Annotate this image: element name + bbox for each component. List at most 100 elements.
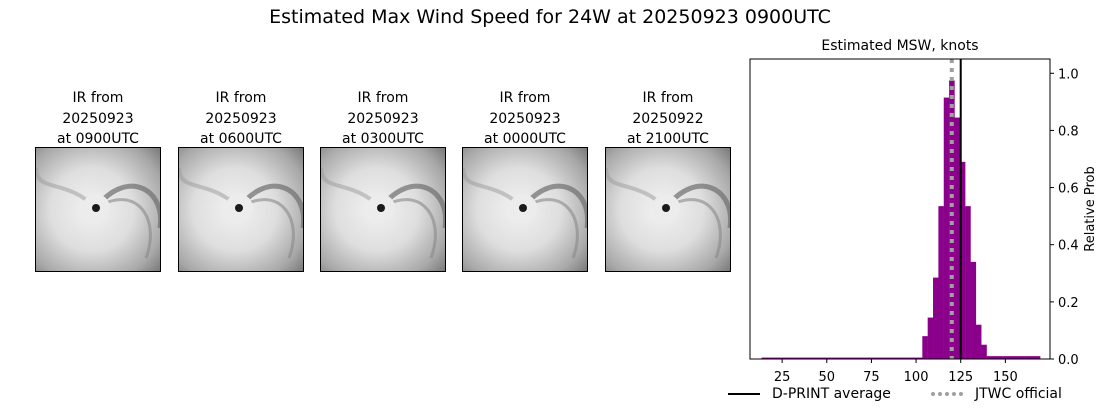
ir-panel-4: IR from 20250923 at 0000UTC xyxy=(462,88,588,272)
histogram-bar xyxy=(890,357,896,359)
y-tick-label: 0.0 xyxy=(1058,353,1079,368)
histogram-bar xyxy=(1029,356,1036,359)
histogram-bar xyxy=(1008,356,1014,359)
ir-caption-time: at 0300UTC xyxy=(342,131,424,147)
ir-caption-date: 20250923 xyxy=(205,110,277,127)
histogram-bar xyxy=(927,317,934,359)
histogram-bar xyxy=(874,357,880,359)
x-tick-label: 100 xyxy=(904,370,929,385)
ir-caption: IR from 20250923 at 0900UTC xyxy=(35,88,161,150)
ir-satellite-image xyxy=(320,147,446,272)
legend-dotted-line-icon xyxy=(931,392,963,396)
histogram-bar xyxy=(1002,356,1009,359)
histogram-bar xyxy=(954,117,961,359)
ir-caption-line: IR from xyxy=(499,90,551,106)
x-tick-label: 150 xyxy=(993,370,1018,385)
ir-caption-time: at 0000UTC xyxy=(484,131,566,147)
histogram-bar xyxy=(783,357,789,359)
histogram-bar xyxy=(911,357,918,359)
histogram-bar xyxy=(1018,356,1025,359)
histogram-bar xyxy=(1024,356,1030,359)
histogram-bar xyxy=(831,357,837,359)
ir-caption-time: at 0900UTC xyxy=(57,131,139,147)
ir-caption-date: 20250923 xyxy=(489,110,561,127)
histogram-bar xyxy=(772,357,778,359)
ir-caption: IR from 20250922 at 2100UTC xyxy=(605,88,731,150)
y-tick-label: 0.2 xyxy=(1058,296,1079,311)
histogram-bar xyxy=(820,357,827,359)
histogram-bar xyxy=(761,357,768,359)
histogram-bar xyxy=(847,357,853,359)
histogram-bar xyxy=(916,357,923,359)
histogram-bar xyxy=(975,324,982,359)
histogram-bar xyxy=(825,357,832,359)
ir-caption: IR from 20250923 at 0000UTC xyxy=(462,88,588,150)
histogram-bar xyxy=(799,357,805,359)
figure-title: Estimated Max Wind Speed for 24W at 2025… xyxy=(269,6,831,28)
histogram-bar xyxy=(793,357,800,359)
histogram-bar xyxy=(858,357,864,359)
x-tick-label: 25 xyxy=(774,370,791,385)
legend-jtwc: JTWC official xyxy=(931,386,1062,402)
plot-frame xyxy=(749,58,1051,360)
legend-jtwc-label: JTWC official xyxy=(975,386,1062,402)
x-tick-label: 75 xyxy=(863,370,880,385)
ir-satellite-image xyxy=(178,147,304,272)
histogram-bar xyxy=(836,357,843,359)
ir-caption-time: at 2100UTC xyxy=(627,131,709,147)
y-tick-label: 0.6 xyxy=(1058,182,1079,197)
y-axis-label: Relative Prob xyxy=(1083,166,1098,251)
histogram-bar xyxy=(991,356,998,359)
histogram-bar xyxy=(788,357,794,359)
ir-caption-line: IR from xyxy=(72,90,124,106)
y-tick-label: 0.8 xyxy=(1058,124,1079,139)
histogram-bar xyxy=(933,277,939,359)
histogram-bar xyxy=(852,357,859,359)
ir-caption-date: 20250923 xyxy=(347,110,419,127)
histogram-bar xyxy=(981,344,987,359)
ir-satellite-image xyxy=(605,147,731,272)
ir-panel-2: IR from 20250923 at 0600UTC xyxy=(178,88,304,272)
histogram-bar xyxy=(1013,356,1019,359)
histogram-bar xyxy=(804,357,811,359)
histogram-bar xyxy=(900,357,907,359)
histogram-bar xyxy=(986,356,993,359)
ir-panel-3: IR from 20250923 at 0300UTC xyxy=(320,88,446,272)
histogram-bar xyxy=(949,80,955,359)
histogram-bar xyxy=(884,357,891,359)
y-tick-label: 1.0 xyxy=(1058,67,1079,82)
histogram-bar xyxy=(868,357,875,359)
ir-caption-line: IR from xyxy=(642,90,694,106)
x-tick-label: 125 xyxy=(948,370,973,385)
chart-title: Estimated MSW, knots xyxy=(821,38,978,54)
legend-solid-line-icon xyxy=(728,393,760,395)
ir-panel-1: IR from 20250923 at 0900UTC xyxy=(35,88,161,272)
histogram-bar xyxy=(777,357,784,359)
histogram-bar xyxy=(943,97,950,360)
histogram-bar xyxy=(1034,356,1041,359)
histogram-bar xyxy=(938,206,944,359)
histogram-bar xyxy=(895,357,902,359)
histogram-bar xyxy=(965,206,971,359)
histogram-bar xyxy=(863,357,869,359)
histogram-bar xyxy=(879,357,886,359)
legend-dprint-label: D-PRINT average xyxy=(772,386,891,402)
histogram-bar xyxy=(766,357,773,359)
ir-satellite-image xyxy=(462,147,588,272)
histogram-bar xyxy=(815,357,821,359)
histogram-bar xyxy=(922,336,928,359)
histogram-bar xyxy=(997,356,1003,359)
histogram-bar xyxy=(809,357,816,359)
ir-caption: IR from 20250923 at 0600UTC xyxy=(178,88,304,150)
ir-caption-line: IR from xyxy=(357,90,409,106)
ir-panel-5: IR from 20250922 at 2100UTC xyxy=(605,88,731,272)
ir-caption: IR from 20250923 at 0300UTC xyxy=(320,88,446,150)
histogram-bar xyxy=(970,261,977,359)
ir-caption-date: 20250923 xyxy=(62,110,134,127)
ir-caption-line: IR from xyxy=(215,90,267,106)
histogram-bar xyxy=(906,357,912,359)
ir-caption-date: 20250922 xyxy=(632,110,704,127)
histogram-bar xyxy=(841,357,848,359)
y-tick-label: 0.4 xyxy=(1058,239,1079,254)
